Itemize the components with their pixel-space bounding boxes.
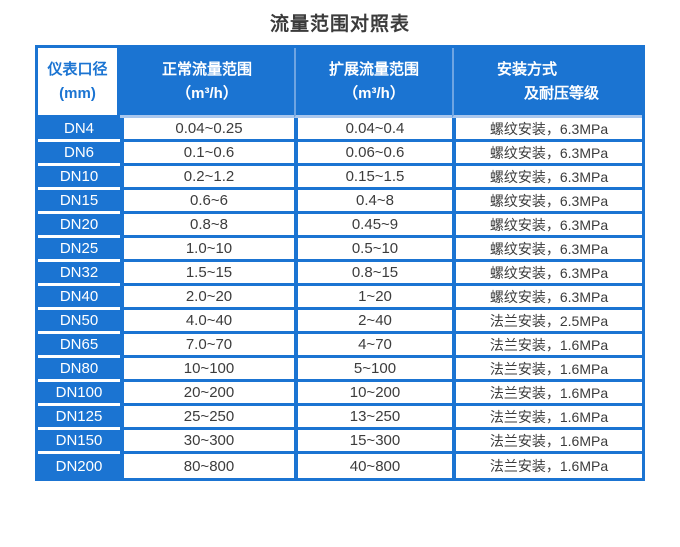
- header-normal-range-line1: 正常流量范围: [161, 61, 252, 79]
- normal-range-cell: 10~100: [120, 358, 294, 382]
- extended-range-cell: 15~300: [294, 430, 452, 454]
- normal-range-cell: 7.0~70: [120, 334, 294, 358]
- normal-range-cell: 0.2~1.2: [120, 166, 294, 190]
- normal-range-cell: 0.04~0.25: [120, 118, 294, 142]
- table-row: DN4 0.04~0.25 0.04~0.4 螺纹安装，6.3MPa: [38, 118, 642, 142]
- header-normal-range: 正常流量范围 （m³/h）: [120, 48, 294, 118]
- installation-cell: 螺纹安装，6.3MPa: [452, 142, 642, 166]
- installation-cell: 法兰安装，1.6MPa: [452, 358, 642, 382]
- header-installation-line1: 安装方式: [496, 61, 557, 79]
- table-row: DN125 25~250 13~250 法兰安装，1.6MPa: [38, 406, 642, 430]
- table-row: DN200 80~800 40~800 法兰安装，1.6MPa: [38, 454, 642, 478]
- normal-range-cell: 80~800: [120, 454, 294, 478]
- extended-range-cell: 0.06~0.6: [294, 142, 452, 166]
- table-body: DN4 0.04~0.25 0.04~0.4 螺纹安装，6.3MPa DN6 0.1~0.…: [38, 118, 642, 478]
- normal-range-cell: 0.8~8: [120, 214, 294, 238]
- table-row: DN20 0.8~8 0.45~9 螺纹安装，6.3MPa: [38, 214, 642, 238]
- diameter-cell: DN25: [38, 238, 120, 262]
- table-row: DN150 30~300 15~300 法兰安装，1.6MPa: [38, 430, 642, 454]
- installation-cell: 螺纹安装，6.3MPa: [452, 238, 642, 262]
- normal-range-cell: 20~200: [120, 382, 294, 406]
- page-title: 流量范围对照表: [269, 14, 410, 35]
- extended-range-cell: 13~250: [294, 406, 452, 430]
- header-installation-block: 安装方式 及耐压等级: [497, 58, 599, 105]
- extended-range-cell: 0.15~1.5: [294, 166, 452, 190]
- table-row: DN100 20~200 10~200 法兰安装，1.6MPa: [38, 382, 642, 406]
- extended-range-cell: 10~200: [294, 382, 452, 406]
- installation-cell: 法兰安装，2.5MPa: [452, 310, 642, 334]
- header-installation-line2: 及耐压等级: [523, 84, 599, 102]
- flow-range-table: 仪表口径 (mm) 正常流量范围 （m³/h） 扩展流量范围 （m³/h） 安装…: [38, 48, 642, 478]
- installation-cell: 法兰安装，1.6MPa: [452, 430, 642, 454]
- table-row: DN80 10~100 5~100 法兰安装，1.6MPa: [38, 358, 642, 382]
- diameter-cell: DN200: [38, 454, 120, 478]
- diameter-cell: DN6: [38, 142, 120, 166]
- table-row: DN65 7.0~70 4~70 法兰安装，1.6MPa: [38, 334, 642, 358]
- normal-range-cell: 25~250: [120, 406, 294, 430]
- extended-range-cell: 1~20: [294, 286, 452, 310]
- diameter-cell: DN20: [38, 214, 120, 238]
- diameter-cell: DN10: [38, 166, 120, 190]
- table-row: DN25 1.0~10 0.5~10 螺纹安装，6.3MPa: [38, 238, 642, 262]
- installation-cell: 法兰安装，1.6MPa: [452, 382, 642, 406]
- installation-cell: 螺纹安装，6.3MPa: [452, 286, 642, 310]
- extended-range-cell: 40~800: [294, 454, 452, 478]
- diameter-cell: DN100: [38, 382, 120, 406]
- table-row: DN50 4.0~40 2~40 法兰安装，2.5MPa: [38, 310, 642, 334]
- diameter-cell: DN125: [38, 406, 120, 430]
- diameter-cell: DN65: [38, 334, 120, 358]
- installation-cell: 螺纹安装，6.3MPa: [452, 190, 642, 214]
- header-extended-range-line2: （m³/h）: [343, 84, 405, 102]
- diameter-cell: DN50: [38, 310, 120, 334]
- installation-cell: 法兰安装，1.6MPa: [452, 406, 642, 430]
- extended-range-cell: 0.45~9: [294, 214, 452, 238]
- header-diameter-line1: 仪表口径: [47, 61, 108, 79]
- normal-range-cell: 0.6~6: [120, 190, 294, 214]
- flow-range-table-frame: 仪表口径 (mm) 正常流量范围 （m³/h） 扩展流量范围 （m³/h） 安装…: [35, 45, 645, 481]
- normal-range-cell: 1.5~15: [120, 262, 294, 286]
- table-row: DN10 0.2~1.2 0.15~1.5 螺纹安装，6.3MPa: [38, 166, 642, 190]
- header-diameter: 仪表口径 (mm): [38, 48, 120, 118]
- installation-cell: 螺纹安装，6.3MPa: [452, 214, 642, 238]
- normal-range-cell: 1.0~10: [120, 238, 294, 262]
- diameter-cell: DN32: [38, 262, 120, 286]
- diameter-cell: DN4: [38, 118, 120, 142]
- extended-range-cell: 0.4~8: [294, 190, 452, 214]
- extended-range-cell: 0.5~10: [294, 238, 452, 262]
- installation-cell: 法兰安装，1.6MPa: [452, 334, 642, 358]
- diameter-cell: DN80: [38, 358, 120, 382]
- table-row: DN40 2.0~20 1~20 螺纹安装，6.3MPa: [38, 286, 642, 310]
- table-row: DN15 0.6~6 0.4~8 螺纹安装，6.3MPa: [38, 190, 642, 214]
- normal-range-cell: 0.1~0.6: [120, 142, 294, 166]
- diameter-cell: DN150: [38, 430, 120, 454]
- header-row: 仪表口径 (mm) 正常流量范围 （m³/h） 扩展流量范围 （m³/h） 安装…: [38, 48, 642, 118]
- extended-range-cell: 5~100: [294, 358, 452, 382]
- table-row: DN32 1.5~15 0.8~15 螺纹安装，6.3MPa: [38, 262, 642, 286]
- header-normal-range-line2: （m³/h）: [176, 84, 238, 102]
- extended-range-cell: 2~40: [294, 310, 452, 334]
- table-header: 仪表口径 (mm) 正常流量范围 （m³/h） 扩展流量范围 （m³/h） 安装…: [38, 48, 642, 118]
- normal-range-cell: 2.0~20: [120, 286, 294, 310]
- installation-cell: 螺纹安装，6.3MPa: [452, 262, 642, 286]
- diameter-cell: DN40: [38, 286, 120, 310]
- installation-cell: 螺纹安装，6.3MPa: [452, 118, 642, 142]
- header-extended-range-line1: 扩展流量范围: [328, 61, 419, 79]
- normal-range-cell: 4.0~40: [120, 310, 294, 334]
- extended-range-cell: 4~70: [294, 334, 452, 358]
- header-diameter-line2: (mm): [59, 84, 96, 102]
- extended-range-cell: 0.8~15: [294, 262, 452, 286]
- diameter-cell: DN15: [38, 190, 120, 214]
- header-installation: 安装方式 及耐压等级: [452, 48, 642, 118]
- header-extended-range: 扩展流量范围 （m³/h）: [294, 48, 452, 118]
- installation-cell: 法兰安装，1.6MPa: [452, 454, 642, 478]
- extended-range-cell: 0.04~0.4: [294, 118, 452, 142]
- normal-range-cell: 30~300: [120, 430, 294, 454]
- installation-cell: 螺纹安装，6.3MPa: [452, 166, 642, 190]
- table-row: DN6 0.1~0.6 0.06~0.6 螺纹安装，6.3MPa: [38, 142, 642, 166]
